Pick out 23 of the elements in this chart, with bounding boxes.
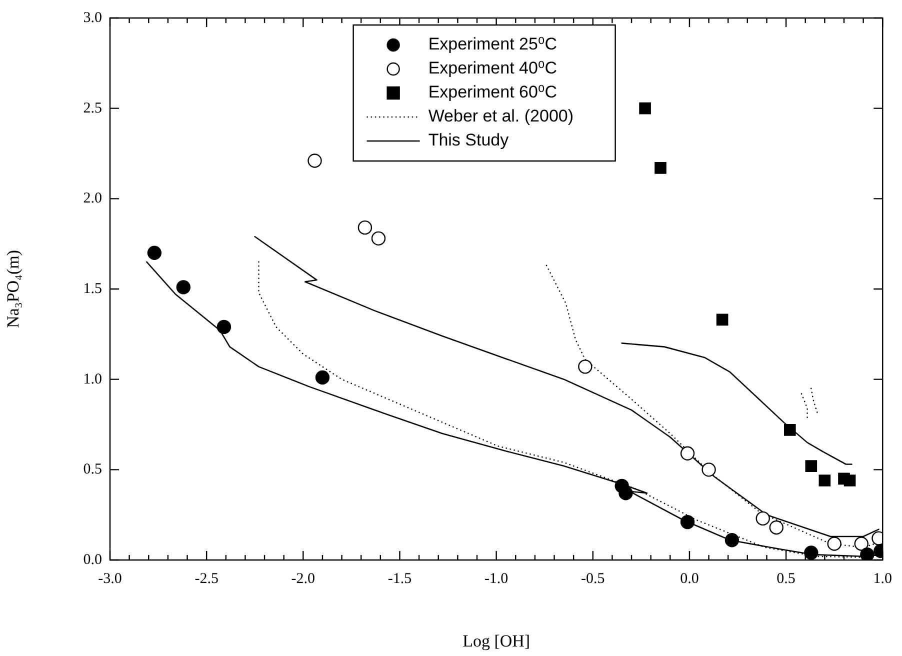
y-tick-label: 3.0	[83, 10, 102, 26]
legend-label: Experiment 25⁰C	[428, 34, 558, 54]
legend-label: Experiment 40⁰C	[428, 58, 558, 78]
x-tick-label: -1.5	[388, 570, 412, 587]
y-tick-label: 0.0	[83, 552, 102, 568]
x-tick-label: 0.0	[680, 570, 699, 587]
legend-label: Weber et al. (2000)	[428, 106, 574, 126]
x-tick-label: -2.0	[291, 570, 316, 587]
legend-label: Experiment 60⁰C	[428, 82, 558, 102]
y-tick-label: 2.0	[83, 190, 102, 207]
x-tick-label: -3.0	[98, 570, 122, 587]
y-axis-title: Na₃PO₄(m)	[4, 250, 23, 328]
x-tick-label: -2.5	[194, 570, 218, 587]
x-tick-label: 0.5	[776, 570, 796, 587]
x-tick-label: -0.5	[581, 570, 605, 587]
y-tick-label: 0.5	[83, 462, 102, 478]
y-tick-label: 2.5	[83, 100, 102, 116]
x-tick-label: 1.0	[873, 570, 892, 587]
legend-label: This Study	[428, 130, 510, 150]
x-axis-title: Log [OH]	[462, 631, 530, 650]
y-tick-label: 1.0	[83, 371, 102, 388]
x-tick-label: -1.0	[484, 570, 508, 587]
y-tick-label: 1.5	[83, 280, 102, 297]
